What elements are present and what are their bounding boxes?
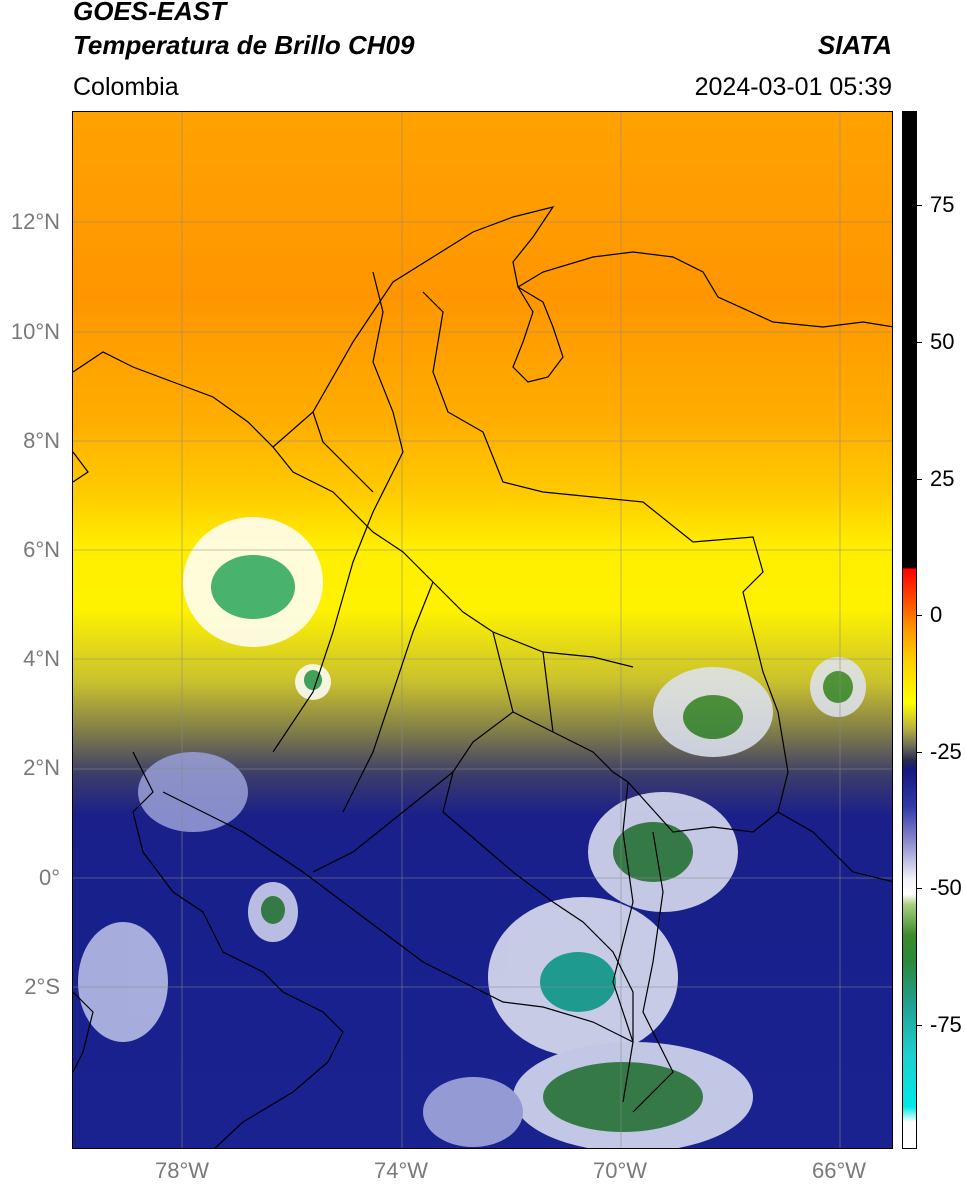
cloud-cluster bbox=[78, 922, 168, 1042]
colorbar-label: 25 bbox=[930, 466, 955, 491]
lon-tick-label: 74°W bbox=[373, 1158, 429, 1183]
temperature-colorbar bbox=[902, 111, 917, 1149]
amazon-border bbox=[632, 831, 674, 1113]
coastline-caribbean bbox=[73, 206, 892, 448]
colorbar-tick bbox=[916, 615, 922, 616]
internal-border bbox=[312, 631, 554, 873]
colorbar-label: -75 bbox=[930, 1012, 962, 1037]
lon-tick-label: 78°W bbox=[154, 1158, 210, 1183]
cloud-core bbox=[823, 671, 853, 703]
colorbar-tick bbox=[916, 752, 922, 753]
internal-border bbox=[272, 271, 434, 813]
cloud-core bbox=[261, 896, 285, 924]
lat-tick-label: 4°N bbox=[23, 646, 60, 671]
colombia-peru-border bbox=[162, 791, 634, 1043]
lat-tick-label: 10°N bbox=[10, 319, 60, 344]
colorbar-label: -50 bbox=[930, 875, 962, 900]
colorbar-label: 0 bbox=[930, 602, 943, 627]
cloud-core bbox=[211, 555, 295, 619]
cloud-cluster bbox=[138, 752, 248, 832]
colorbar-tick bbox=[916, 342, 922, 343]
borders bbox=[73, 206, 892, 1148]
colorbar-label: 50 bbox=[930, 329, 955, 354]
venezuela-brazil-border bbox=[777, 811, 892, 883]
lat-tick-label: 2°N bbox=[23, 755, 60, 780]
lake-maracaibo bbox=[512, 286, 564, 383]
lat-tick-label: 2°S bbox=[24, 974, 60, 999]
colorbar-tick bbox=[916, 205, 922, 206]
lat-tick-label: 6°N bbox=[23, 537, 60, 562]
source-label: SIATA bbox=[817, 30, 892, 60]
coastline-pacific bbox=[73, 451, 344, 1148]
cloud-core bbox=[304, 670, 322, 690]
cloud-cluster bbox=[423, 1077, 523, 1147]
lat-tick-label: 12°N bbox=[10, 209, 60, 234]
graticule bbox=[73, 112, 892, 1148]
colorbar-tick bbox=[916, 888, 922, 889]
lon-tick-label: 66°W bbox=[811, 1158, 867, 1183]
title-line-1: GOES-EAST bbox=[73, 0, 227, 26]
colorbar-label: 75 bbox=[930, 192, 955, 217]
colorbar-tick bbox=[916, 479, 922, 480]
colorbar-tick bbox=[916, 1025, 922, 1026]
cloud-core bbox=[683, 695, 743, 739]
lon-tick-label: 70°W bbox=[592, 1158, 648, 1183]
lat-tick-label: 8°N bbox=[23, 428, 60, 453]
coastline-ecuador bbox=[73, 991, 94, 1073]
lat-tick-label: 0° bbox=[38, 865, 60, 890]
map-overlay bbox=[73, 112, 892, 1148]
title-line-2: Temperatura de Brillo CH09 bbox=[73, 30, 415, 60]
region-label: Colombia bbox=[73, 73, 179, 101]
cloud-core bbox=[613, 822, 693, 882]
colombia-venezuela-border bbox=[422, 291, 789, 813]
colombia-brazil-border bbox=[442, 711, 779, 1042]
colorbar-label: -25 bbox=[930, 739, 962, 764]
amazon-border bbox=[612, 781, 634, 1103]
satellite-map bbox=[72, 111, 893, 1149]
cloud-core bbox=[540, 952, 616, 1012]
cloud-core bbox=[543, 1062, 703, 1132]
timestamp-label: 2024-03-01 05:39 bbox=[694, 73, 892, 101]
internal-border bbox=[272, 446, 634, 668]
